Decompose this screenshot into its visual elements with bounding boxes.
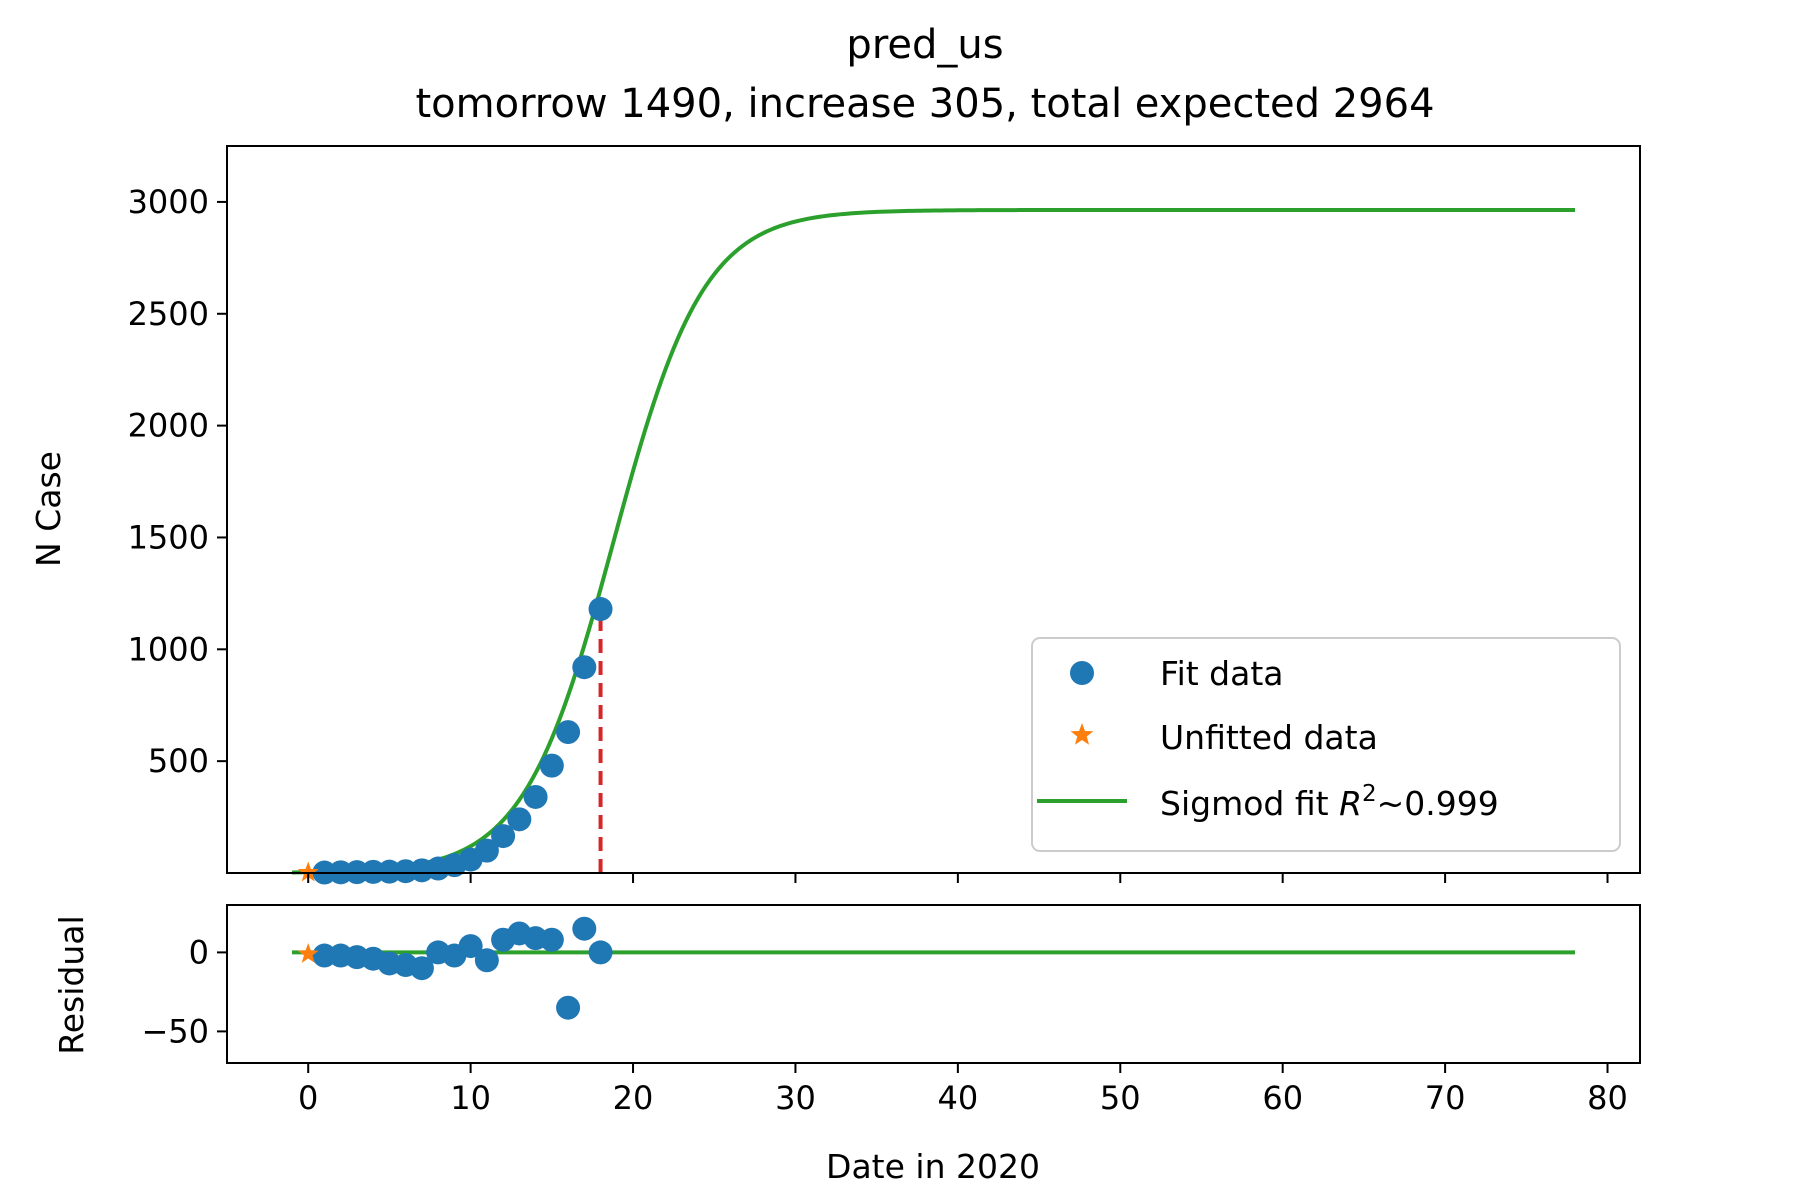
residual-y-ticks: 0 −50 xyxy=(141,933,227,1050)
residual-point xyxy=(539,927,564,952)
residual-point xyxy=(474,948,499,973)
residual-plot: 0 −50 0 10 20 30 40 50 60 70 80 Date in 2020 Resi… xyxy=(52,904,1641,1186)
main-y-ticks: 500 1000 1500 2000 2500 3000 xyxy=(128,183,227,780)
legend: Fit data Unfitted data Sigmod fit R2~0.999 xyxy=(1031,637,1621,852)
legend-items: Fit data Unfitted data Sigmod fit R2~0.999 xyxy=(1037,654,1499,823)
x-tick-label: 0 xyxy=(298,1079,318,1117)
residual-point xyxy=(572,916,597,941)
x-tick-label: 60 xyxy=(1262,1079,1303,1117)
unfitted-data-point xyxy=(297,861,319,882)
chart-subtitle: tomorrow 1490, increase 305, total expec… xyxy=(415,81,1434,127)
fit-data-point xyxy=(523,784,548,809)
main-plot-marks xyxy=(291,207,1576,885)
legend-superscript: 2 xyxy=(1362,781,1377,807)
main-y-tick-label: 3000 xyxy=(128,183,209,221)
residual-y-axis-label: Residual xyxy=(52,915,91,1054)
x-tick-label: 30 xyxy=(775,1079,816,1117)
legend-label-text: Fit data xyxy=(1160,654,1284,693)
main-y-tick-label: 1000 xyxy=(128,630,209,668)
main-y-axis-label: N Case xyxy=(29,451,68,567)
main-y-tick-label: 2500 xyxy=(128,295,209,333)
residual-y-tick-label: 0 xyxy=(189,933,209,971)
x-tick-label: 70 xyxy=(1425,1079,1466,1117)
legend-unfitted-marker xyxy=(1070,723,1094,745)
x-tick-label: 50 xyxy=(1100,1079,1141,1117)
chart-title: pred_us xyxy=(846,22,1003,68)
fit-data-point xyxy=(588,597,613,622)
residual-point xyxy=(588,940,613,965)
x-tick-label: 20 xyxy=(613,1079,654,1117)
fit-data-point xyxy=(556,720,581,745)
residual-unfitted-point xyxy=(297,942,319,963)
residual-x-ticks: 0 10 20 30 40 50 60 70 80 xyxy=(298,1063,1628,1117)
legend-label-text: Sigmod fit xyxy=(1160,784,1339,823)
x-axis-label: Date in 2020 xyxy=(826,1147,1040,1186)
residual-point xyxy=(458,934,483,959)
legend-math-symbol: R xyxy=(1339,784,1362,823)
main-plot-frame xyxy=(226,145,1641,874)
fit-data-point xyxy=(491,824,516,849)
legend-fit-data-marker xyxy=(1070,661,1094,685)
residual-point xyxy=(409,956,434,981)
residual-y-tick-label: −50 xyxy=(141,1012,209,1050)
main-x-ticks xyxy=(307,873,1609,883)
residual-point xyxy=(556,995,581,1020)
x-tick-label: 80 xyxy=(1587,1079,1628,1117)
legend-label: Unfitted data xyxy=(1160,718,1378,757)
legend-suffix: ~0.999 xyxy=(1377,784,1499,823)
main-plot: 500 1000 1500 2000 2500 3000 N Case Fit data U… xyxy=(29,145,1641,885)
fit-data-point xyxy=(474,838,499,863)
main-y-tick-label: 1500 xyxy=(128,518,209,556)
legend-label: Sigmod fit R2~0.999 xyxy=(1160,781,1499,823)
fit-data-point xyxy=(507,807,532,832)
fit-data-point xyxy=(539,753,564,778)
legend-label: Fit data xyxy=(1160,654,1284,693)
x-tick-label: 10 xyxy=(450,1079,491,1117)
fit-data-point xyxy=(572,655,597,680)
residual-plot-marks xyxy=(291,916,1576,1020)
legend-label-text: Unfitted data xyxy=(1160,718,1378,757)
x-tick-label: 40 xyxy=(938,1079,979,1117)
legend-box xyxy=(1031,637,1621,852)
sigmoid-fit-line xyxy=(291,207,1576,875)
main-y-tick-label: 2000 xyxy=(128,407,209,445)
main-y-tick-label: 500 xyxy=(148,742,209,780)
residual-plot-frame xyxy=(226,904,1641,1064)
